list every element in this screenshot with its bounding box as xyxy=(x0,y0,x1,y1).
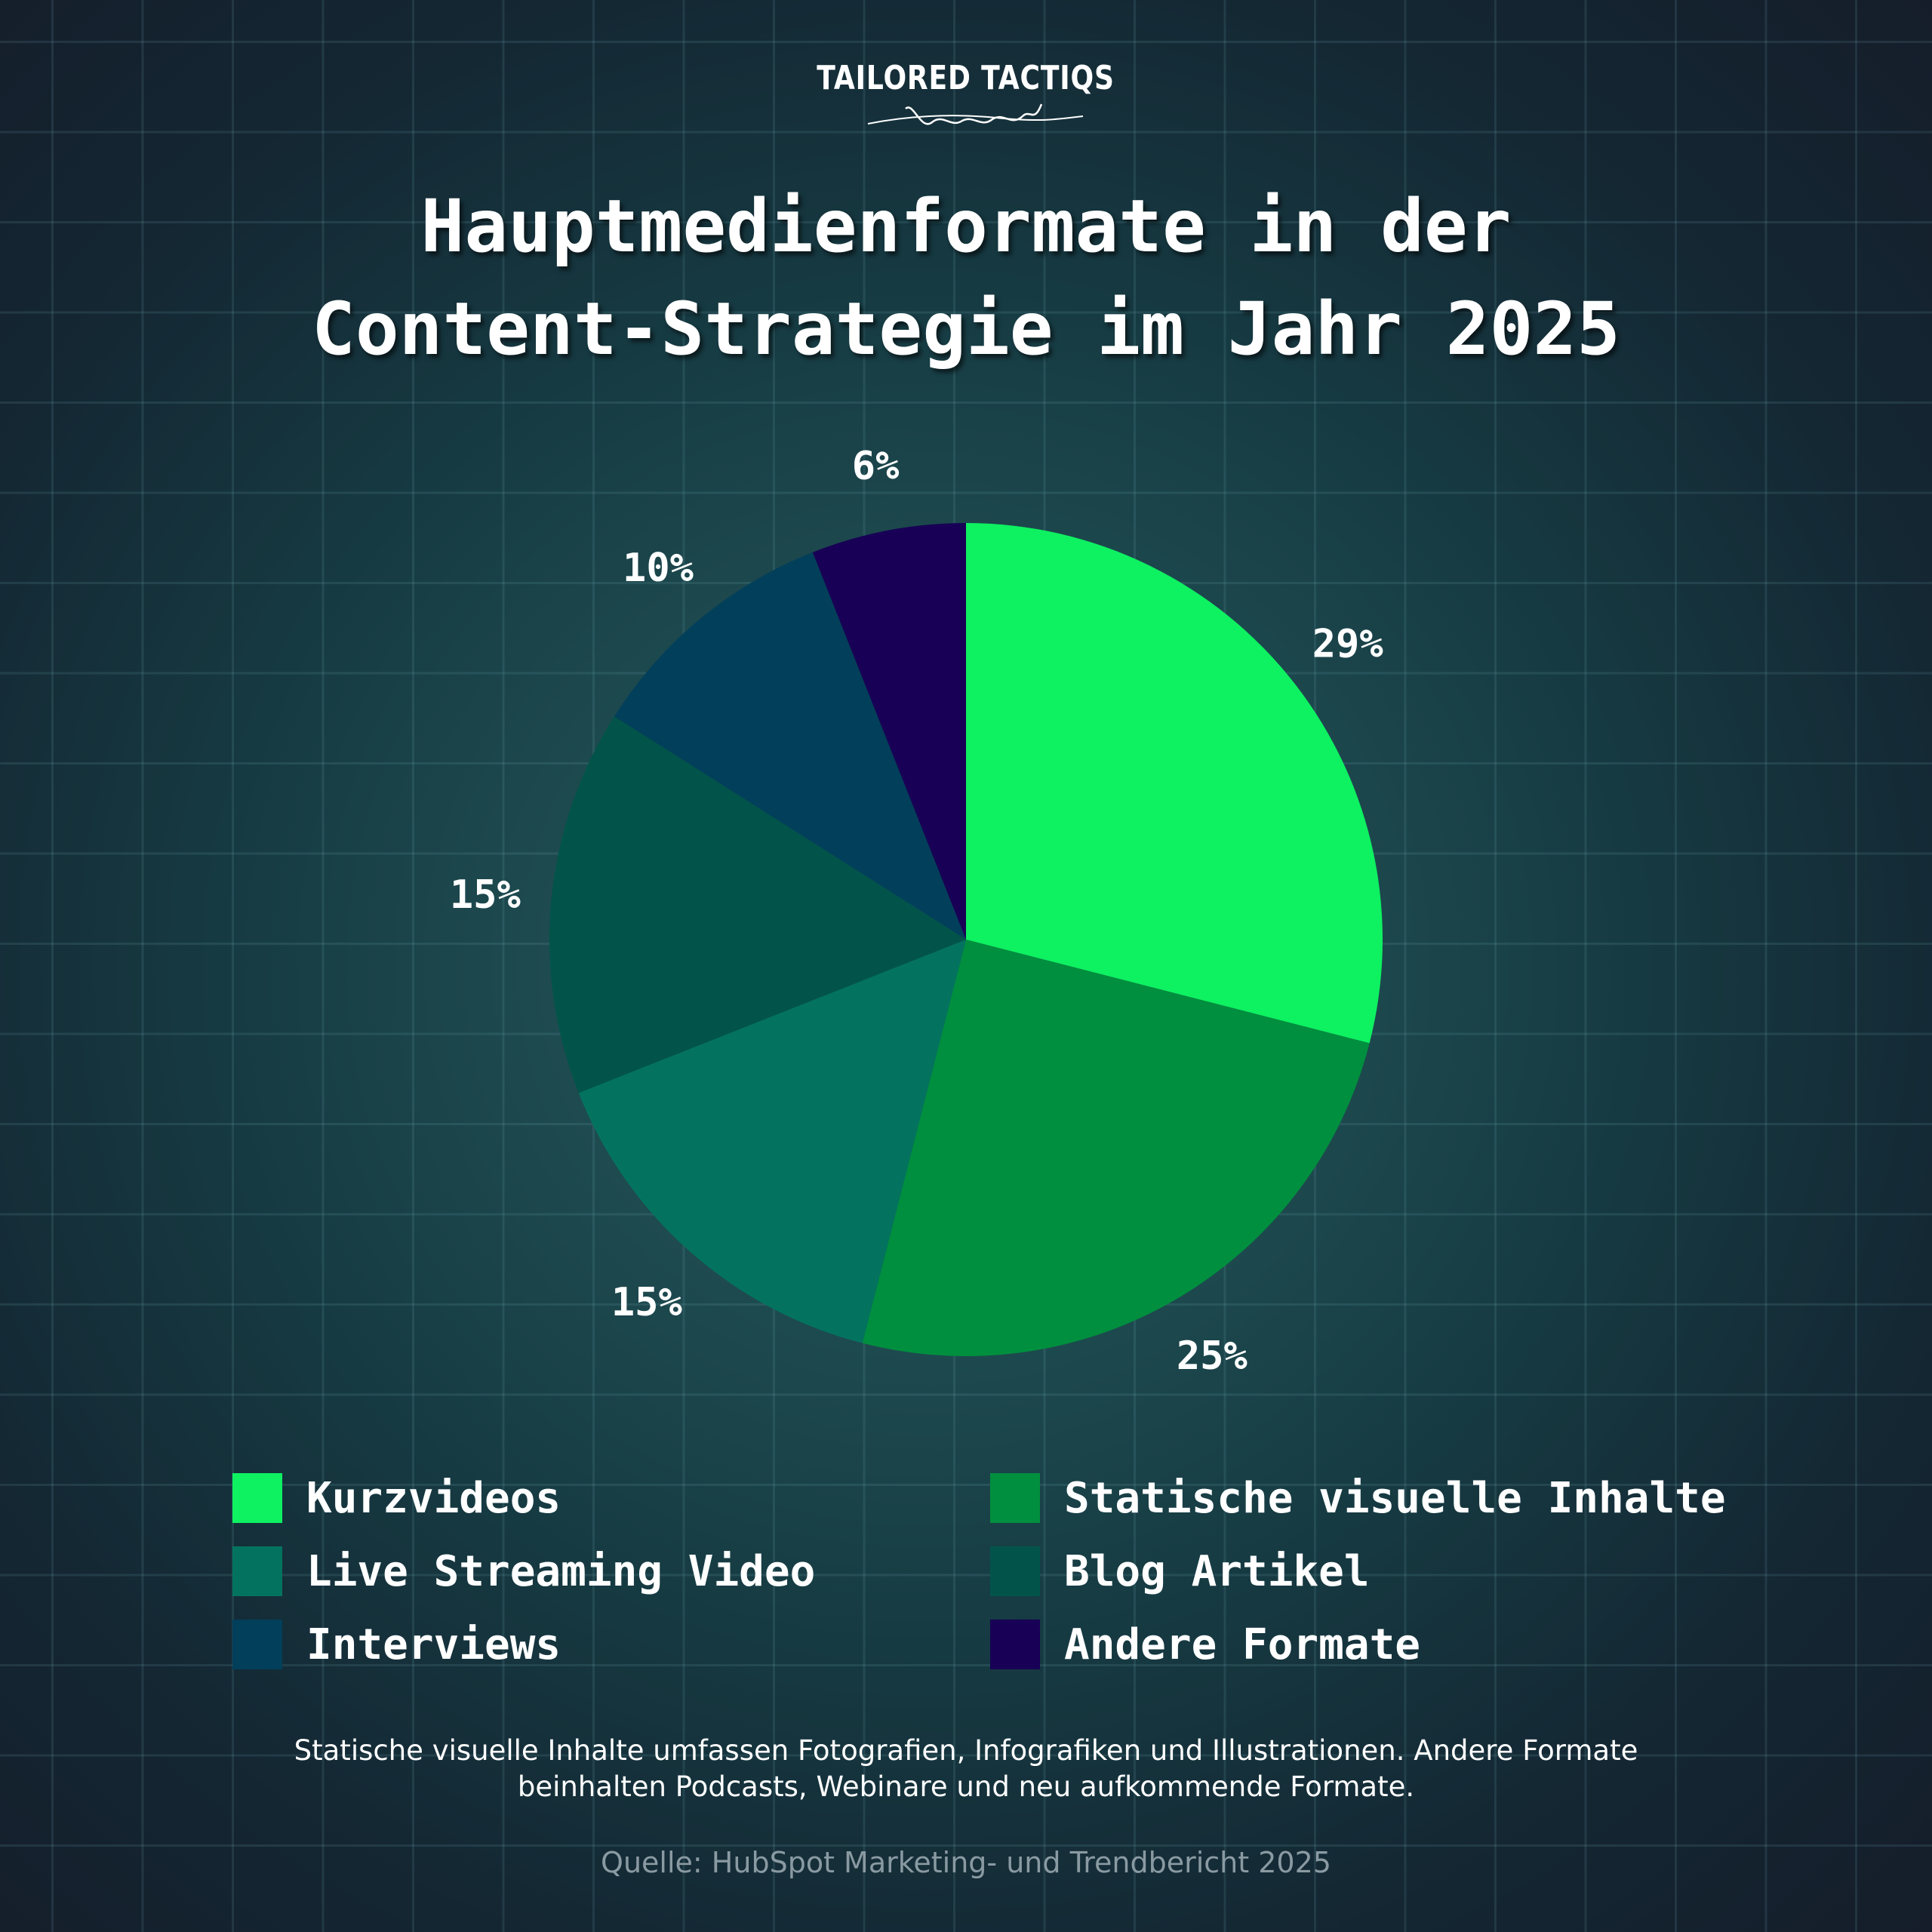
legend-item-statische-visuelle-inhalte: Statische visuelle Inhalte xyxy=(990,1473,1726,1523)
footnote-line-1: Statische visuelle Inhalte umfassen Foto… xyxy=(294,1734,1638,1767)
legend-swatch xyxy=(232,1473,282,1523)
slice-label: 15% xyxy=(611,1280,682,1325)
logo-text: TAILORED TACTIQS xyxy=(817,59,1115,97)
title-line-1: Hauptmedienformate in der xyxy=(420,184,1512,269)
legend-label: Live Streaming Video xyxy=(306,1546,816,1596)
legend-swatch xyxy=(232,1620,282,1669)
signature-mark xyxy=(867,103,1084,125)
legend-item-blog-artikel: Blog Artikel xyxy=(990,1546,1370,1596)
footnote-line-2: beinhalten Podcasts, Webinare und neu au… xyxy=(517,1770,1415,1803)
legend-item-live-streaming-video: Live Streaming Video xyxy=(232,1546,815,1596)
page-title: Hauptmedienformate in der Content-Strate… xyxy=(0,175,1932,380)
footnote: Statische visuelle Inhalte umfassen Foto… xyxy=(211,1733,1721,1805)
slice-label: 10% xyxy=(623,546,694,591)
pie-slice-interviews xyxy=(614,552,966,940)
slice-label: 29% xyxy=(1312,622,1383,667)
pie-slice-statische-visuelle-inhalte xyxy=(862,940,1370,1357)
pie-slice-live-streaming-video xyxy=(578,940,966,1343)
legend-swatch xyxy=(990,1473,1040,1523)
legend-item-andere-formate: Andere Formate xyxy=(990,1620,1420,1669)
pie-slice-andere-formate xyxy=(812,523,966,940)
pie-slice-kurzvideos xyxy=(966,522,1383,1044)
legend-label: Blog Artikel xyxy=(1064,1546,1370,1596)
source-credit: Quelle: HubSpot Marketing- und Trendberi… xyxy=(601,1846,1331,1879)
slice-label: 25% xyxy=(1177,1334,1247,1379)
legend-item-interviews: Interviews xyxy=(232,1620,561,1669)
slice-label: 6% xyxy=(852,443,900,488)
brand-logo: TAILORED TACTIQS xyxy=(0,59,1932,125)
legend-swatch xyxy=(990,1620,1040,1669)
legend-label: Statische visuelle Inhalte xyxy=(1064,1473,1726,1523)
legend-label: Kurzvideos xyxy=(306,1473,561,1523)
title-line-2: Content-Strategie im Jahr 2025 xyxy=(312,287,1620,371)
legend-label: Interviews xyxy=(306,1620,561,1669)
legend-item-kurzvideos: Kurzvideos xyxy=(232,1473,561,1523)
legend-swatch xyxy=(232,1546,282,1596)
legend-swatch xyxy=(990,1546,1040,1596)
legend-label: Andere Formate xyxy=(1064,1620,1421,1669)
pie-slice-blog-artikel xyxy=(549,716,966,1094)
slice-label: 15% xyxy=(450,872,521,918)
